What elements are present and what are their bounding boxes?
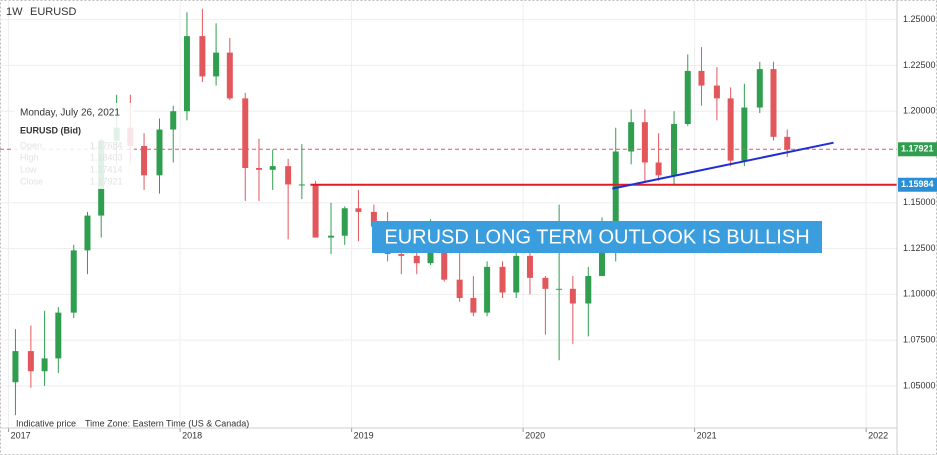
candle-body: [341, 208, 348, 236]
candle-body: [413, 255, 420, 264]
candle-body: [55, 312, 62, 359]
candle-body: [655, 162, 662, 176]
candle-body: [41, 358, 48, 372]
candle-body: [698, 70, 705, 86]
candle-body: [628, 122, 635, 152]
y-tick-label: 1.25000: [903, 14, 936, 24]
support-tag: [898, 177, 937, 192]
candle-body: [255, 167, 262, 170]
candle-body: [199, 36, 206, 77]
candle-body: [156, 129, 163, 176]
candle-body: [556, 288, 563, 290]
candle-body: [441, 226, 448, 280]
candle-body: [242, 98, 249, 168]
candle-body: [84, 215, 91, 251]
footer-note: Indicative price: [16, 418, 76, 428]
last-price-tag: [898, 142, 937, 157]
candle-body: [756, 69, 763, 108]
banner-box: [372, 221, 822, 253]
x-tick-label: 2022: [868, 430, 888, 440]
candle-body: [713, 85, 720, 99]
candle-body: [370, 211, 377, 227]
x-tick-label: 2021: [697, 430, 717, 440]
candle-body: [27, 351, 34, 372]
banner-text: EURUSD LONG TERM OUTLOOK IS BULLISH: [384, 226, 809, 248]
trend-line: [612, 141, 834, 190]
candle-body: [542, 277, 549, 289]
candle-body: [170, 111, 177, 130]
candle-body: [599, 252, 606, 277]
candle-body: [269, 166, 276, 170]
candle-body: [513, 255, 520, 293]
y-tick-label: 1.07500: [903, 334, 936, 344]
candle-body: [355, 208, 362, 212]
candle-body: [328, 235, 335, 238]
candle-body: [298, 184, 305, 186]
candle-body: [213, 52, 220, 77]
candle-body: [456, 279, 463, 298]
candle-body: [585, 276, 592, 304]
candle-body: [470, 297, 477, 313]
y-tick-label: 1.20000: [903, 106, 936, 116]
candle-body: [312, 184, 319, 238]
candle-body: [727, 98, 734, 161]
candle-body: [226, 52, 233, 99]
candle-body: [526, 255, 533, 278]
candle-body: [141, 146, 148, 176]
support-label: 1.15984: [901, 179, 934, 189]
chart-title: EURUSD: [30, 6, 77, 18]
candle-body: [484, 266, 491, 313]
y-tick-label: 1.12500: [903, 243, 936, 253]
y-tick-label: 1.10000: [903, 289, 936, 299]
x-tick-label: 2019: [354, 430, 374, 440]
candle-body: [183, 36, 190, 112]
last-price-label: 1.17921: [901, 144, 934, 154]
candle-body: [770, 69, 777, 137]
candle-body: [784, 136, 791, 150]
x-tick-label: 2017: [11, 430, 31, 440]
info-date: Monday, July 26, 2021: [20, 108, 120, 119]
overlays: 1.17921 1.15984 EURUSD LONG TERM OUTLOOK I…: [0, 140, 937, 253]
candle-body: [499, 266, 506, 293]
info-instrument: EURUSD (Bid): [20, 125, 81, 135]
interval: 1W: [6, 6, 23, 18]
candle-body: [569, 288, 576, 304]
x-tick-label: 2018: [182, 430, 202, 440]
info-panel: [14, 103, 134, 189]
candle-body: [641, 122, 648, 163]
candle-body: [398, 254, 405, 256]
candle-body: [12, 351, 19, 383]
candle-body: [684, 70, 691, 125]
candles: [12, 8, 791, 416]
y-tick-label: 1.22500: [903, 60, 936, 70]
candle-body: [612, 151, 619, 253]
candle-body: [741, 107, 748, 161]
y-tick-label: 1.15000: [903, 197, 936, 207]
grid: 1.05000 1.07500 1.10000 1.12500 1.15000 1.200…: [0, 0, 936, 440]
footer-timezone: Time Zone: Eastern Time (US & Canada): [85, 418, 249, 428]
candle-body: [70, 250, 77, 313]
x-tick-label: 2020: [525, 430, 545, 440]
candle-body: [285, 166, 292, 185]
y-tick-label: 1.05000: [903, 380, 936, 390]
